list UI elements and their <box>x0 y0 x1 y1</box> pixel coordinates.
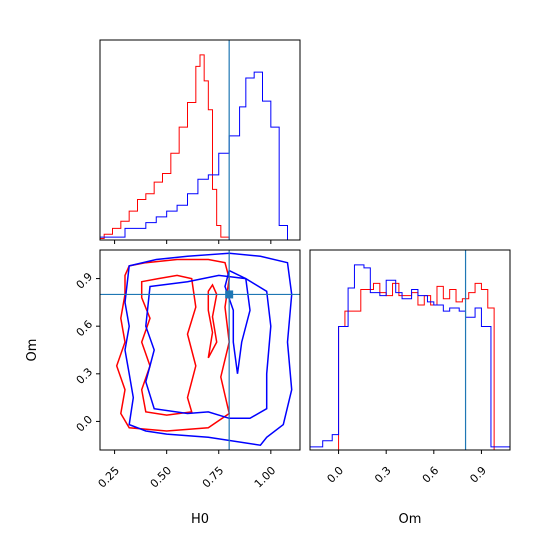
joint-frame <box>99 249 301 451</box>
h0-xtick-label-2: 0.75 <box>200 464 227 491</box>
om-xtick-label-0: 0.0 <box>325 464 347 486</box>
om-axis-label-bottom: Om <box>399 512 422 527</box>
contour-series-0-level-2 <box>207 283 218 359</box>
om-ytick-label-0: 0.0 <box>74 413 96 435</box>
contour-series-1-level-1 <box>145 274 272 420</box>
om-xtick-label-1: 0.3 <box>372 464 394 486</box>
h0-marginal-panel <box>99 39 301 244</box>
h0-xtick-label-1: 0.50 <box>148 464 175 491</box>
h0-axis-label: H0 <box>191 512 209 527</box>
h0-hist-series-0 <box>99 54 246 241</box>
om-ytick-label-2: 0.6 <box>74 318 96 340</box>
contour-series-1-level-0 <box>124 252 293 447</box>
om-xtick-label-3: 0.9 <box>467 464 489 486</box>
om-xtick-label-2: 0.6 <box>420 464 442 486</box>
h0-xtick-label-0: 0.25 <box>96 464 123 491</box>
joint-truth-marker <box>225 290 234 299</box>
h0-hist-series-1 <box>99 71 300 241</box>
om-axis-label-left: Om <box>25 339 40 362</box>
om-hist-series-1 <box>309 264 511 450</box>
om-hist-series-0 <box>310 282 510 451</box>
om-marginal-panel: 0.0 0.3 0.6 0.9 <box>309 249 511 486</box>
h0-xtick-label-3: 1.00 <box>252 464 279 491</box>
contour-series-0-level-0 <box>115 258 231 432</box>
om-marginal-frame <box>309 249 511 451</box>
h0-marginal-frame <box>99 39 301 241</box>
h0-om-contour-panel: 0.25 0.50 0.75 1.00 0.0 0.3 0.6 0.9 <box>74 249 301 491</box>
om-ytick-label-1: 0.3 <box>74 365 96 387</box>
contour-series-0-level-1 <box>140 274 197 416</box>
om-ytick-label-3: 0.9 <box>74 270 96 292</box>
